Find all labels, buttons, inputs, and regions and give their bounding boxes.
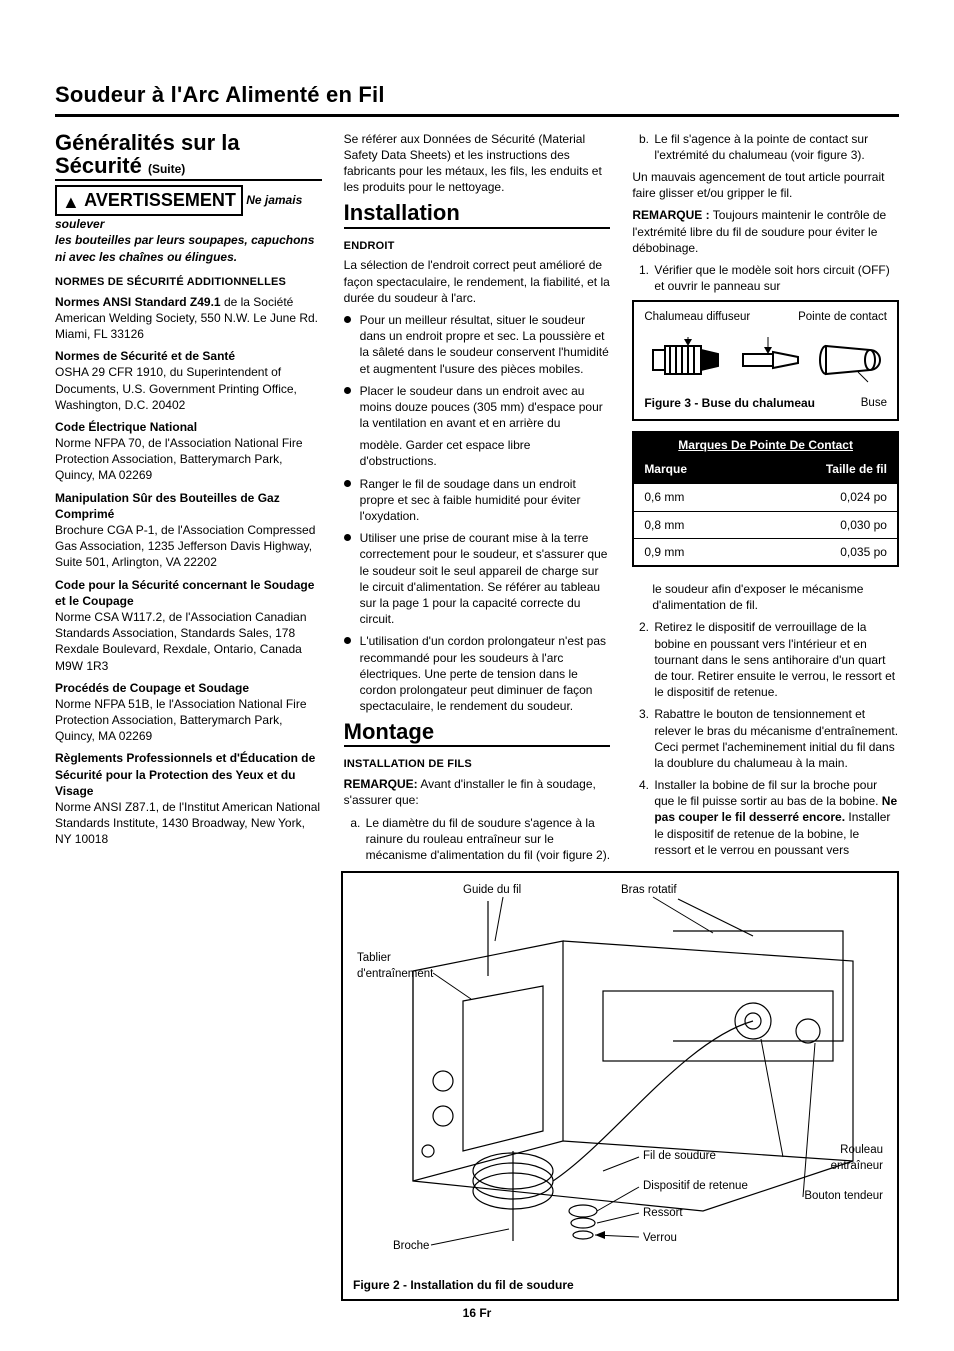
section-montage-title: Montage — [344, 720, 611, 747]
std-item: Procédés de Coupage et Soudage Norme NFPA… — [55, 680, 322, 745]
step-item: Installer la bobine de fil sur la broche… — [652, 777, 899, 858]
installation-sub: ENDROIT — [344, 239, 611, 254]
install-bullet: Pour un meilleur résultat, situer le sou… — [344, 312, 611, 377]
std-body: Norme CSA W117.2, de l'Association Canad… — [55, 610, 307, 673]
montage-remark2: REMARQUE : Toujours maintenir le contrôl… — [632, 207, 899, 256]
std-item: Manipulation Sûr des Bouteilles de Gaz C… — [55, 490, 322, 571]
nozzle-icon — [648, 332, 883, 387]
addl-safety-header: NORMES DE SÉCURITÉ ADDITIONNELLES — [55, 275, 322, 290]
cell-taille: 0,024 po — [766, 484, 897, 510]
warning-triangle-icon: ▲ — [62, 193, 80, 211]
install-bullet-cont: modèle. Garder cet espace libre d'obstru… — [360, 437, 611, 469]
warning-body: les bouteilles par leurs soupapes, capuc… — [55, 232, 322, 264]
warning-label: AVERTISSEMENT — [84, 190, 236, 210]
installation-intro: La sélection de l'endroit correct peut a… — [344, 257, 611, 306]
table-row: 0,9 mm 0,035 po — [634, 538, 897, 565]
step1-cont: le soudeur afin d'exposer le mécanisme d… — [652, 581, 899, 613]
table-title: Marques De Pointe De Contact — [634, 433, 897, 457]
table-row: 0,8 mm 0,030 po — [634, 511, 897, 538]
montage-mismatch: Un mauvais agencement de tout article po… — [632, 169, 899, 201]
table-col1: Marque — [634, 457, 765, 483]
std-title: Normes ANSI Standard Z49.1 — [55, 295, 221, 309]
remark-label: REMARQUE: — [344, 777, 418, 791]
cell-taille: 0,035 po — [766, 539, 897, 565]
std-item: Normes ANSI Standard Z49.1 de la Société… — [55, 294, 322, 343]
std-title: Code pour la Sécurité concernant le Soud… — [55, 578, 314, 608]
install-bullets: Pour un meilleur résultat, situer le sou… — [344, 312, 611, 431]
std-body: Norme NFPA 70, de l'Association National… — [55, 436, 303, 482]
cell-marque: 0,9 mm — [634, 539, 765, 565]
figure-3-box: Chalumeau diffuseur Pointe de contact — [632, 300, 899, 421]
std-item: Règlements Professionnels et d'Éducation… — [55, 750, 322, 847]
step-item: Retirez le dispositif de verrouillage de… — [652, 619, 899, 700]
step-item: Rabattre le bouton de tensionnement et r… — [652, 706, 899, 771]
warning-label-box: ▲ AVERTISSEMENT — [55, 185, 243, 216]
fig3-caption: Figure 3 - Buse du chalumeau — [644, 395, 815, 411]
std-item: Code Électrique National Norme NFPA 70, d… — [55, 419, 322, 484]
remark-label: REMARQUE : — [632, 208, 709, 222]
install-bullet: Utiliser une prise de courant mise à la … — [344, 530, 611, 627]
std-title: Règlements Professionnels et d'Éducation… — [55, 751, 315, 797]
figure-2-box: Guide du fil Bras rotatif Tablier d'entr… — [341, 871, 899, 1301]
section-safety-title: Généralités sur la Sécurité (Suite) — [55, 131, 322, 181]
warning-block: ▲ AVERTISSEMENT Ne jamais soulever les b… — [55, 185, 322, 265]
montage-remark1: REMARQUE: Avant d'installer le fin à sou… — [344, 776, 611, 808]
std-body: OSHA 29 CFR 1910, du Superintendent of D… — [55, 365, 297, 411]
contact-tip-table: Marques De Pointe De Contact Marque Tail… — [632, 431, 899, 567]
alpha-item: Le diamètre du fil de soudure s'agence à… — [364, 815, 611, 864]
cell-taille: 0,030 po — [766, 512, 897, 538]
running-head: Soudeur à l'Arc Alimenté en Fil — [55, 80, 899, 117]
std-title: Normes de Sécurité et de Santé — [55, 349, 235, 363]
cell-marque: 0,8 mm — [634, 512, 765, 538]
install-bullet: L'utilisation d'un cordon prolongateur n… — [344, 633, 611, 714]
std-title: Code Électrique National — [55, 420, 197, 434]
title-suite: (Suite) — [148, 162, 185, 176]
std-item: Normes de Sécurité et de Santé OSHA 29 CF… — [55, 348, 322, 413]
std-title: Manipulation Sûr des Bouteilles de Gaz C… — [55, 491, 280, 521]
fig2-caption: Figure 2 - Installation du fil de soudur… — [353, 1277, 574, 1293]
install-bullet: Placer le soudeur dans un endroit avec a… — [344, 383, 611, 432]
montage-sub: INSTALLATION DE FILS — [344, 757, 611, 772]
step4-pre: Installer la bobine de fil sur la broche… — [654, 778, 881, 808]
montage-steps-a: Vérifier que le modèle soit hors circuit… — [632, 262, 899, 294]
install-bullet: Ranger le fil de soudage dans un endroit… — [344, 476, 611, 525]
title-line-b: Sécurité — [55, 153, 142, 178]
std-body: Brochure CGA P-1, de l'Association Compr… — [55, 523, 315, 569]
step-item: Vérifier que le modèle soit hors circuit… — [652, 262, 899, 294]
montage-steps-b: Retirez le dispositif de verrouillage de… — [632, 619, 899, 858]
fig3-label-buse: Buse — [861, 396, 887, 412]
fig3-label-pointe: Pointe de contact — [798, 310, 887, 326]
std-title: Procédés de Coupage et Soudage — [55, 681, 249, 695]
page-footer: 16 Fr — [0, 1305, 954, 1321]
cell-marque: 0,6 mm — [634, 484, 765, 510]
safety-tail: Se référer aux Données de Sécurité (Mate… — [344, 131, 611, 196]
install-bullets-2: Ranger le fil de soudage dans un endroit… — [344, 476, 611, 715]
alpha-item: Le fil s'agence à la pointe de contact s… — [652, 131, 899, 163]
std-body: Norme NFPA 51B, le l'Association Nationa… — [55, 697, 307, 743]
section-installation-title: Installation — [344, 201, 611, 228]
table-col2: Taille de fil — [766, 457, 897, 483]
fig2-diagram-icon — [353, 881, 887, 1291]
std-item: Code pour la Sécurité concernant le Soud… — [55, 577, 322, 674]
std-body: Norme ANSI Z87.1, de l'Institut American… — [55, 800, 320, 846]
fig3-label-diffuseur: Chalumeau diffuseur — [644, 310, 750, 326]
title-line-a: Généralités sur la — [55, 130, 240, 155]
table-row: 0,6 mm 0,024 po — [634, 483, 897, 510]
